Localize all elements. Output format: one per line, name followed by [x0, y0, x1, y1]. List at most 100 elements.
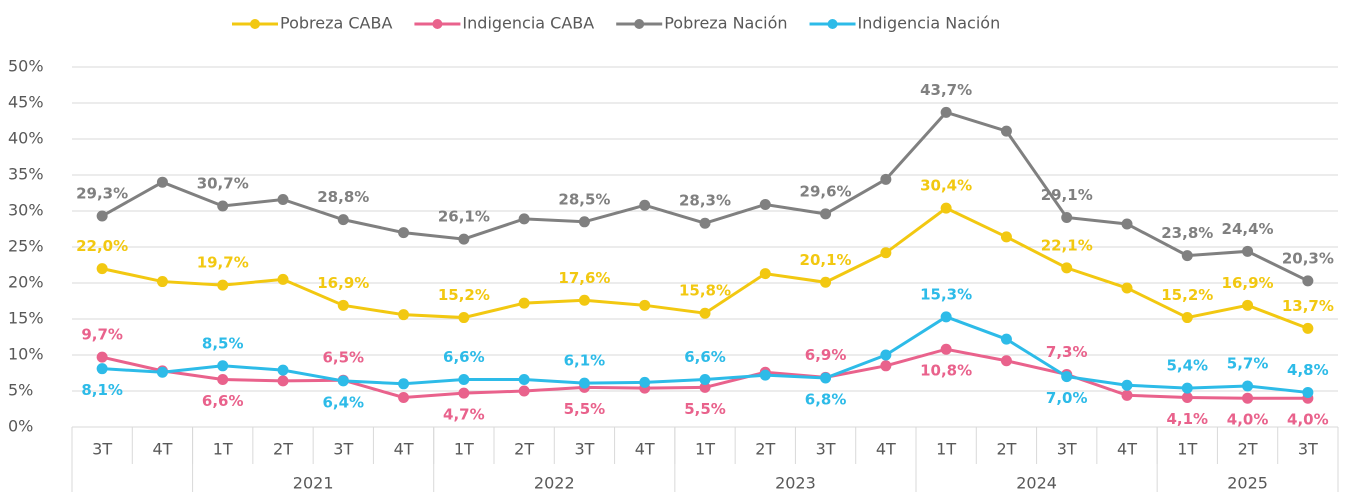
value-label: 43,7% — [920, 81, 972, 99]
year-label: 2021 — [293, 474, 334, 492]
point — [639, 376, 651, 388]
point — [156, 366, 168, 378]
y-tick-label: 20% — [8, 273, 44, 292]
point — [518, 373, 530, 385]
point — [277, 364, 289, 376]
value-label: 6,5% — [322, 349, 364, 367]
value-label: 5,4% — [1166, 357, 1208, 375]
point — [337, 214, 349, 226]
y-tick-label: 50% — [8, 57, 44, 76]
point — [337, 375, 349, 387]
x-tick-label: 1T — [936, 440, 956, 459]
x-tick-label: 1T — [695, 440, 715, 459]
point — [217, 373, 229, 385]
point — [578, 294, 590, 306]
point — [398, 309, 410, 321]
point — [1121, 379, 1133, 391]
point — [337, 299, 349, 311]
y-tick-label: 5% — [8, 381, 33, 400]
value-label: 4,8% — [1287, 361, 1329, 379]
value-label: 5,5% — [684, 400, 726, 418]
point — [217, 279, 229, 291]
point — [458, 233, 470, 245]
point — [1061, 211, 1073, 223]
point — [820, 276, 832, 288]
value-label: 5,7% — [1227, 354, 1269, 372]
x-tick-label: 4T — [1117, 440, 1137, 459]
point — [458, 387, 470, 399]
point — [759, 199, 771, 211]
legend-label: Pobreza Nación — [664, 14, 787, 33]
y-tick-label: 30% — [8, 201, 44, 220]
x-tick-label: 3T — [574, 440, 594, 459]
legend-dot — [634, 19, 645, 29]
x-tick-label: 2T — [755, 440, 775, 459]
x-tick-label: 1T — [1177, 440, 1197, 459]
point — [398, 227, 410, 239]
point — [277, 375, 289, 387]
point — [880, 247, 892, 259]
value-label: 9,7% — [81, 326, 123, 344]
y-tick-label: 45% — [8, 93, 44, 112]
x-tick-label: 4T — [394, 440, 414, 459]
point — [96, 210, 108, 222]
point — [880, 360, 892, 372]
point — [458, 373, 470, 385]
x-tick-label: 1T — [454, 440, 474, 459]
x-tick-label: 2T — [273, 440, 293, 459]
x-tick-label: 3T — [816, 440, 836, 459]
value-label: 8,5% — [202, 334, 244, 352]
legend-dot — [432, 19, 443, 29]
point — [1181, 312, 1193, 324]
value-label: 4,0% — [1227, 411, 1269, 429]
value-label: 4,0% — [1287, 411, 1329, 429]
year-label: 2024 — [1016, 474, 1057, 492]
y-tick-label: 15% — [8, 309, 44, 328]
x-tick-label: 2T — [514, 440, 534, 459]
point — [217, 360, 229, 372]
value-label: 6,8% — [805, 391, 847, 409]
y-tick-label: 0% — [8, 417, 33, 436]
point — [458, 312, 470, 324]
x-tick-label: 3T — [1298, 440, 1318, 459]
value-label: 10,8% — [920, 362, 972, 380]
point — [1181, 250, 1193, 262]
point — [96, 263, 108, 275]
x-tick-label: 3T — [333, 440, 353, 459]
value-label: 17,6% — [558, 269, 610, 287]
point — [639, 299, 651, 311]
point — [398, 391, 410, 403]
point — [277, 273, 289, 285]
point — [96, 363, 108, 375]
point — [1000, 125, 1012, 137]
point — [518, 213, 530, 225]
point — [156, 176, 168, 188]
point — [1061, 262, 1073, 274]
point — [699, 307, 711, 319]
legend-label: Pobreza CABA — [280, 14, 392, 33]
point — [1000, 333, 1012, 345]
value-label: 6,6% — [443, 348, 485, 366]
value-label: 16,9% — [1222, 274, 1274, 292]
point — [1121, 389, 1133, 401]
x-tick-label: 3T — [92, 440, 112, 459]
x-tick-label: 4T — [876, 440, 896, 459]
point — [277, 193, 289, 205]
point — [880, 173, 892, 185]
value-label: 22,0% — [76, 237, 128, 255]
point — [1181, 391, 1193, 403]
point — [759, 268, 771, 280]
value-label: 28,8% — [317, 188, 369, 206]
x-tick-label: 2T — [996, 440, 1016, 459]
point — [1181, 382, 1193, 394]
y-tick-label: 35% — [8, 165, 44, 184]
value-label: 13,7% — [1282, 297, 1334, 315]
point — [578, 216, 590, 228]
year-label: 2022 — [534, 474, 575, 492]
x-tick-label: 4T — [152, 440, 172, 459]
point — [940, 343, 952, 355]
point — [759, 369, 771, 381]
y-tick-label: 10% — [8, 345, 44, 364]
point — [1302, 386, 1314, 398]
value-label: 5,5% — [564, 400, 606, 418]
